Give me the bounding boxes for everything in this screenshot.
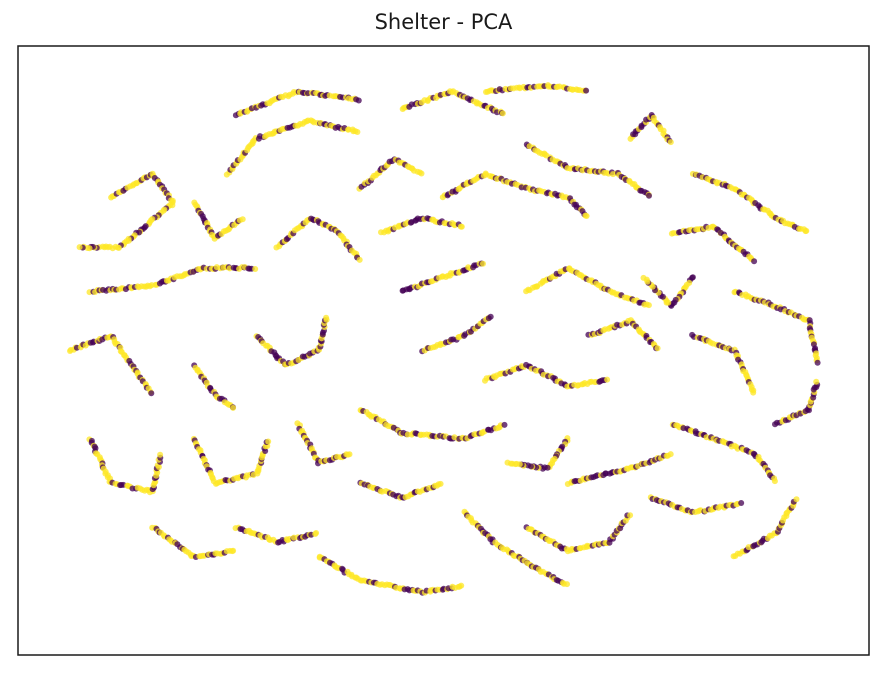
scatter-point — [230, 547, 237, 554]
scatter-points — [67, 82, 821, 596]
scatter-point — [646, 192, 652, 199]
scatter-point — [803, 227, 810, 234]
scatter-point — [604, 376, 611, 383]
scatter-point — [640, 274, 647, 281]
scatter-point — [355, 97, 362, 104]
scatter-point — [157, 451, 164, 458]
scatter-point — [323, 314, 330, 321]
scatter-point — [458, 223, 465, 230]
scatter-point — [654, 345, 661, 352]
scatter-point — [458, 582, 465, 589]
scatter-point — [148, 390, 155, 397]
scatter-point — [771, 478, 778, 485]
scatter-point — [738, 500, 745, 506]
scatter-point — [354, 129, 361, 135]
scatter-point — [487, 313, 494, 320]
scatter-point — [564, 581, 570, 588]
scatter-point — [813, 378, 820, 385]
scatter-point — [252, 266, 259, 272]
scatter-point — [418, 170, 425, 177]
scatter-point — [793, 496, 800, 503]
scatter-point — [814, 359, 821, 366]
scatter-point — [480, 260, 486, 267]
scatter-point — [750, 389, 757, 396]
scatter-point — [751, 258, 758, 265]
scatter-point — [501, 421, 508, 428]
scatter-point — [437, 480, 444, 487]
scatter-point — [230, 404, 237, 411]
scatter-point — [265, 438, 272, 445]
scatter-point — [313, 530, 320, 536]
scatter-point — [583, 87, 590, 94]
plot-frame — [17, 45, 870, 656]
scatter-point — [504, 459, 511, 466]
scatter-point — [667, 139, 674, 146]
scatter-point — [645, 302, 652, 309]
scatter-point — [239, 216, 246, 223]
scatter-point — [583, 213, 590, 219]
scatter-point — [76, 244, 83, 251]
chart-title: Shelter - PCA — [374, 10, 513, 34]
scatter-point — [499, 110, 506, 117]
scatter-point — [627, 512, 634, 519]
scatter-point — [667, 451, 674, 458]
scatter-point — [356, 256, 363, 263]
scatter-point — [346, 451, 353, 458]
